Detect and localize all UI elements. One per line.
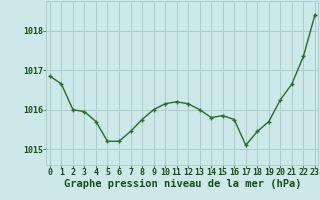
X-axis label: Graphe pression niveau de la mer (hPa): Graphe pression niveau de la mer (hPa) xyxy=(64,179,301,189)
